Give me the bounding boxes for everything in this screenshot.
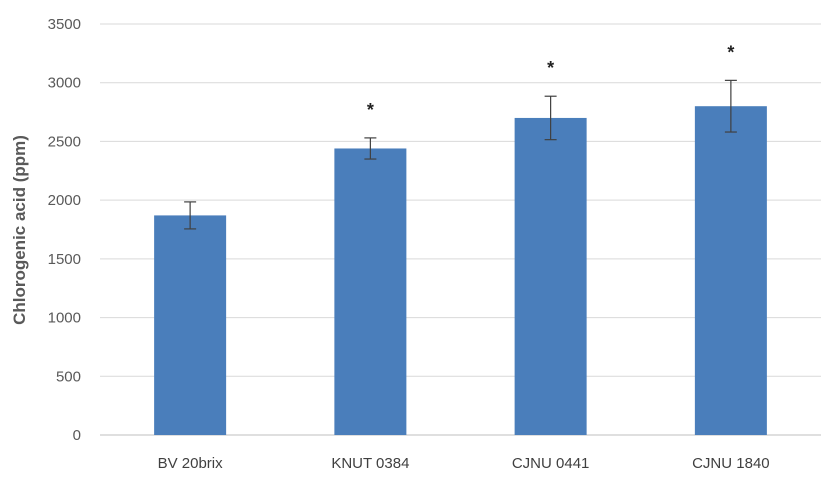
y-tick-label: 3000: [48, 75, 81, 92]
error-bars: [184, 79, 737, 230]
significance-mark: *: [367, 100, 374, 120]
x-tick-label: BV 20brix: [158, 455, 224, 472]
y-tick-label: 1500: [48, 251, 81, 268]
significance-mark: *: [547, 58, 554, 78]
y-axis-title: Chlorogenic acid (ppm): [10, 135, 29, 325]
bar: [154, 215, 227, 435]
significance-mark: *: [727, 42, 734, 62]
x-tick-label: CJNU 1840: [692, 455, 770, 472]
x-tick-label: CJNU 0441: [512, 455, 590, 472]
y-tick-label: 3500: [48, 16, 81, 33]
y-tick-label: 0: [73, 427, 81, 444]
axis-labels: 0 500 1000 1500 2000 2500 3000 3500 BV 20brix * KN…: [48, 16, 770, 472]
x-tick-label: KNUT 0384: [331, 455, 409, 472]
y-tick-label: 500: [56, 368, 81, 385]
bar: [334, 148, 407, 435]
y-tick-label: 2500: [48, 133, 81, 150]
bar: [514, 117, 587, 435]
y-tick-label: 1000: [48, 310, 81, 327]
bars: [154, 106, 767, 435]
y-tick-label: 2000: [48, 192, 81, 209]
bar: [694, 106, 767, 435]
